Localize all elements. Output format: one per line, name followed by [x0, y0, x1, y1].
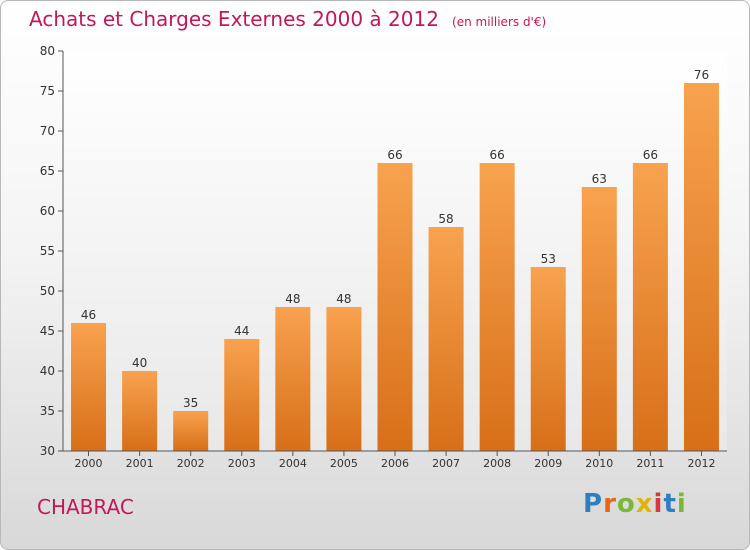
bar-value-label: 53	[541, 252, 556, 266]
chart-unit: (en milliers d'€)	[452, 15, 547, 29]
bar-2008	[479, 163, 515, 451]
bar-2012	[683, 83, 719, 451]
x-tick-label: 2012	[687, 457, 715, 470]
x-tick-label: 2008	[483, 457, 511, 470]
chart-title: Achats et Charges Externes 2000 à 2012	[29, 7, 439, 31]
proxiti-logo: Proxiti	[583, 489, 687, 519]
logo-letter: o	[616, 489, 636, 519]
y-tick-label: 30	[40, 444, 55, 458]
bar-2009	[530, 267, 566, 451]
bar-value-label: 66	[643, 148, 658, 162]
logo-letter: i	[653, 489, 664, 519]
y-tick-label: 65	[40, 164, 55, 178]
bar-value-label: 58	[438, 212, 453, 226]
x-tick-label: 2005	[330, 457, 358, 470]
logo-letter: P	[583, 489, 604, 519]
bar-value-label: 40	[132, 356, 147, 370]
y-tick-label: 80	[40, 44, 55, 58]
x-tick-label: 2000	[75, 457, 103, 470]
x-tick-label: 2009	[534, 457, 562, 470]
x-tick-label: 2006	[381, 457, 409, 470]
bar-value-label: 63	[592, 172, 607, 186]
y-tick-label: 75	[40, 84, 55, 98]
x-tick-label: 2010	[585, 457, 613, 470]
bar-value-label: 66	[387, 148, 402, 162]
bars: 46 40 35 44 48 48 66 58 66 53 63 66 76	[71, 68, 719, 451]
logo-letter: x	[635, 489, 654, 519]
y-tick-label: 55	[40, 244, 55, 258]
x-tick-label: 2011	[636, 457, 664, 470]
y-tick-label: 40	[40, 364, 55, 378]
bar-value-label: 66	[490, 148, 505, 162]
y-axis: 30 35 40 45 50 55 60 65 70 75 80	[40, 44, 64, 458]
bar-value-label: 48	[336, 292, 351, 306]
bar-value-label: 35	[183, 396, 198, 410]
x-tick-label: 2004	[279, 457, 307, 470]
commune-name: CHABRAC	[37, 495, 134, 519]
bar-value-label: 46	[81, 308, 96, 322]
bar-2010	[581, 187, 617, 451]
bar-value-label: 76	[694, 68, 709, 82]
bar-value-label: 44	[234, 324, 249, 338]
bar-value-label: 48	[285, 292, 300, 306]
x-tick-label: 2003	[228, 457, 256, 470]
bar-2005	[326, 307, 362, 451]
x-tick-label: 2007	[432, 457, 460, 470]
bar-2003	[224, 339, 260, 451]
x-tick-label: 2002	[177, 457, 205, 470]
bar-2002	[173, 411, 209, 451]
y-tick-label: 45	[40, 324, 55, 338]
bar-2006	[377, 163, 413, 451]
bar-2000	[71, 323, 107, 451]
logo-letter: t	[663, 489, 677, 519]
y-tick-label: 50	[40, 284, 55, 298]
y-tick-label: 70	[40, 124, 55, 138]
bar-2007	[428, 227, 464, 451]
y-tick-label: 60	[40, 204, 55, 218]
bar-2004	[275, 307, 311, 451]
bar-2011	[632, 163, 668, 451]
logo-letter: r	[603, 489, 617, 519]
chart-title-block: Achats et Charges Externes 2000 à 2012 (…	[29, 7, 546, 31]
bar-2001	[122, 371, 158, 451]
y-tick-label: 35	[40, 404, 55, 418]
logo-letter: i	[676, 489, 687, 519]
x-tick-label: 2001	[126, 457, 154, 470]
x-axis: 2000 2001 2002 2003 2004 2005 2006 2007 2008 2009…	[63, 450, 727, 470]
